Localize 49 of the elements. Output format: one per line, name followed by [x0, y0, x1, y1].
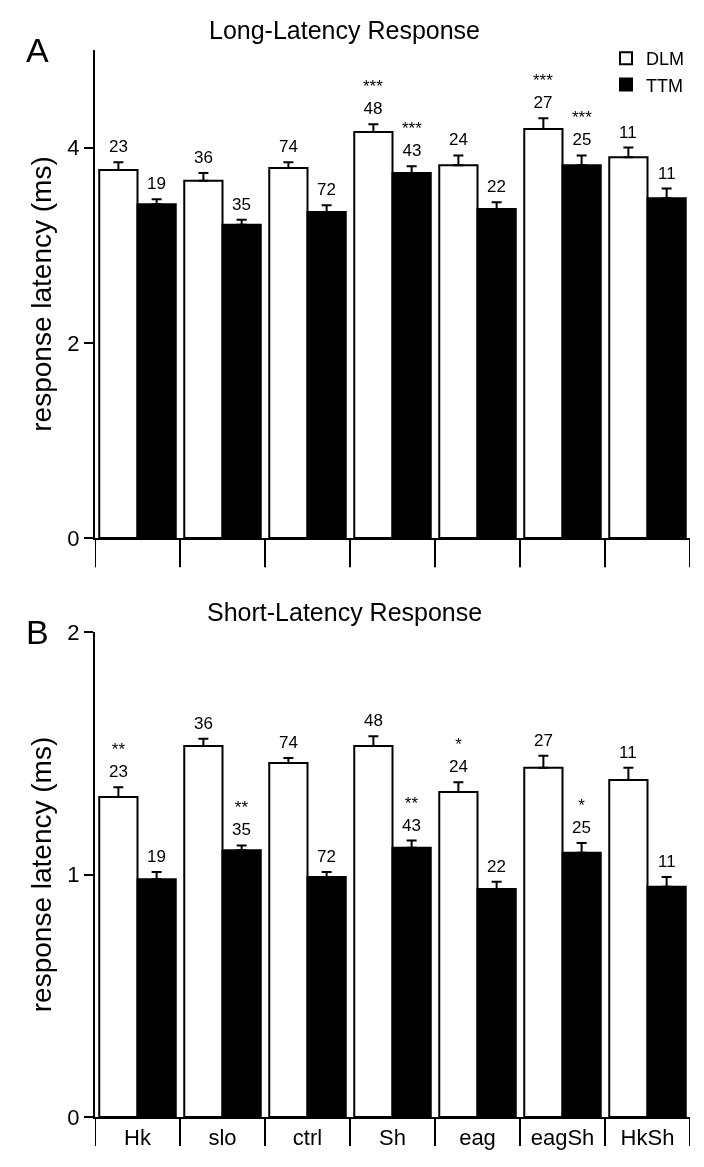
- x-tick-label: slo: [208, 1125, 237, 1151]
- annotation: 24: [449, 130, 468, 149]
- x-tick-label: eagSh: [530, 1125, 595, 1151]
- annotation: 27: [534, 731, 553, 750]
- y-tick-label: 2: [67, 619, 80, 645]
- annotation: 11: [619, 123, 637, 142]
- annotation: 72: [317, 180, 336, 199]
- annotation: 19: [147, 174, 166, 193]
- annotation: ** 35: [232, 798, 251, 840]
- annotation: 11: [619, 743, 637, 762]
- x-tick-label: Hk: [124, 1125, 152, 1151]
- annotation: 11: [658, 852, 676, 871]
- annotation: 36: [194, 148, 213, 167]
- y-axis-title: response latency (ms): [25, 156, 57, 432]
- annotation: 74: [279, 137, 298, 156]
- annotation: 23: [109, 137, 128, 156]
- annotation: 74: [279, 733, 298, 752]
- x-tick-label: ctrl: [292, 1125, 323, 1151]
- x-tick-label: HkSh: [620, 1125, 675, 1151]
- text: A: [26, 31, 49, 69]
- annotation: 48: [364, 711, 383, 730]
- annotation: 35: [232, 195, 251, 214]
- annotation: *** 48: [363, 77, 384, 119]
- annotation: ** 43: [402, 794, 421, 836]
- y-tick-label: 1: [67, 862, 80, 888]
- y-tick-label: 0: [67, 525, 80, 551]
- annotation: *** 43: [402, 119, 423, 161]
- y-tick-label: 0: [67, 1104, 80, 1130]
- legend-label: TTM: [646, 75, 683, 96]
- annotation: 11: [658, 164, 676, 183]
- x-tick-label: Sh: [379, 1125, 406, 1151]
- annotation: *** 25: [572, 108, 593, 150]
- legend-label: DLM: [646, 49, 685, 70]
- chart-title: Short-Latency Response: [207, 598, 483, 626]
- annotation: * 25: [572, 796, 591, 838]
- text: B: [26, 613, 49, 651]
- annotation: 22: [487, 857, 506, 876]
- annotation: *** 27: [533, 71, 554, 113]
- chart-title: Long-Latency Response: [209, 16, 481, 44]
- annotation: * 24: [449, 735, 468, 777]
- annotation: 22: [487, 177, 506, 196]
- annotation: 19: [147, 847, 166, 866]
- y-tick-label: 4: [67, 135, 80, 161]
- x-tick-label: eag: [459, 1125, 496, 1151]
- annotation: 72: [317, 847, 336, 866]
- annotation: 36: [194, 714, 213, 733]
- y-axis-title: response latency (ms): [25, 736, 57, 1013]
- annotation: ** 23: [109, 740, 128, 782]
- y-tick-label: 2: [67, 330, 80, 356]
